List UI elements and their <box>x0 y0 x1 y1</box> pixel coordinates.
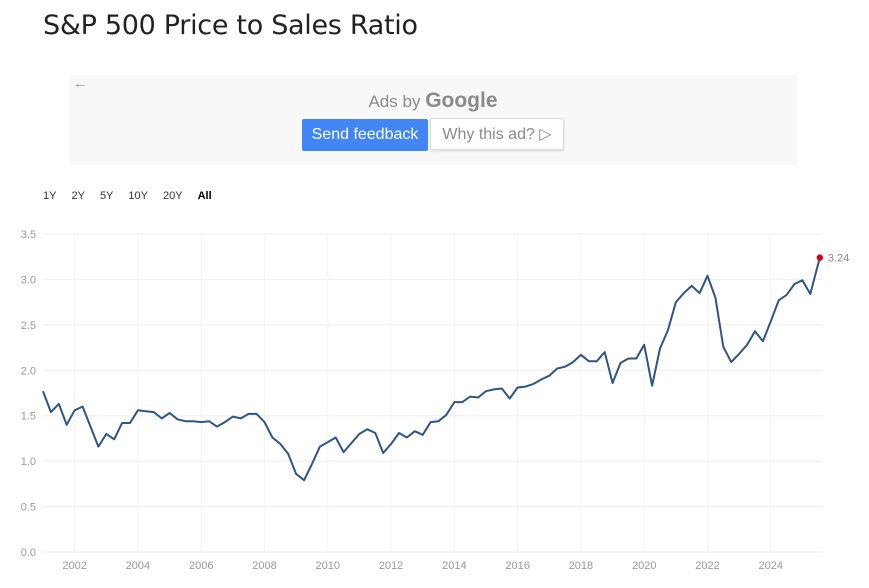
ads-by-google: Ads by Google <box>69 89 797 113</box>
y-axis: 0.0 0.5 1.0 1.5 2.0 2.5 3.0 3.5 <box>21 229 36 559</box>
y-tick-label: 0.0 <box>21 547 36 559</box>
grid-lines <box>43 233 823 553</box>
y-tick-label: 1.5 <box>21 411 36 423</box>
range-1y[interactable]: 1Y <box>43 190 57 202</box>
range-20y[interactable]: 20Y <box>162 190 183 202</box>
ads-by-label: Ads by <box>368 92 421 111</box>
y-tick-label: 3.5 <box>21 229 36 241</box>
ps-ratio-chart: 0.00.51.01.52.02.53.03.5 2002 2004 2006 200… <box>21 229 850 572</box>
x-tick-label: 2018 <box>569 560 593 572</box>
x-tick-label: 2024 <box>759 560 783 572</box>
google-logo-text: Google <box>425 89 498 112</box>
series-line <box>42 257 821 482</box>
y-tick-label: 3.0 <box>21 274 36 286</box>
x-tick-label: 2012 <box>379 560 403 572</box>
x-tick-label: 2004 <box>126 560 150 572</box>
x-axis: 2002 2004 2006 2008 2010 2012 2014 2016 2018 2020… <box>62 560 783 572</box>
x-tick-label: 2022 <box>695 560 719 572</box>
x-tick-label: 2002 <box>62 560 86 572</box>
x-tick-label: 2020 <box>632 560 656 572</box>
range-10y[interactable]: 10Y <box>128 190 148 202</box>
range-5y[interactable]: 5Y <box>99 190 114 202</box>
last-value-label: 3.24 <box>828 253 849 265</box>
range-all[interactable]: All <box>197 190 212 202</box>
send-feedback-button[interactable]: Send feedback <box>302 119 428 151</box>
ad-banner: ← Ads by Google Send feedback Why this a… <box>69 75 797 165</box>
arrow-left-icon[interactable]: ← <box>73 75 88 92</box>
x-tick-label: 2010 <box>316 560 340 572</box>
why-this-ad-button[interactable]: Why this ad? ▷ <box>430 118 564 150</box>
range-2y[interactable]: 2Y <box>71 190 85 202</box>
y-tick-label: 2.0 <box>21 365 36 377</box>
x-tick-label: 2008 <box>252 560 276 572</box>
x-tick-label: 2006 <box>189 560 213 572</box>
x-tick-label: 2016 <box>505 560 529 572</box>
page-title: S&P 500 Price to Sales Ratio <box>43 10 418 41</box>
y-tick-label: 1.0 <box>21 456 36 468</box>
range-selector: 1Y 2Y 5Y 10Y 20Y All <box>43 190 227 202</box>
y-tick-label: 0.5 <box>21 502 36 514</box>
y-tick-label: 2.5 <box>21 320 36 332</box>
x-tick-label: 2014 <box>442 560 466 572</box>
last-point-marker[interactable] <box>816 254 824 261</box>
